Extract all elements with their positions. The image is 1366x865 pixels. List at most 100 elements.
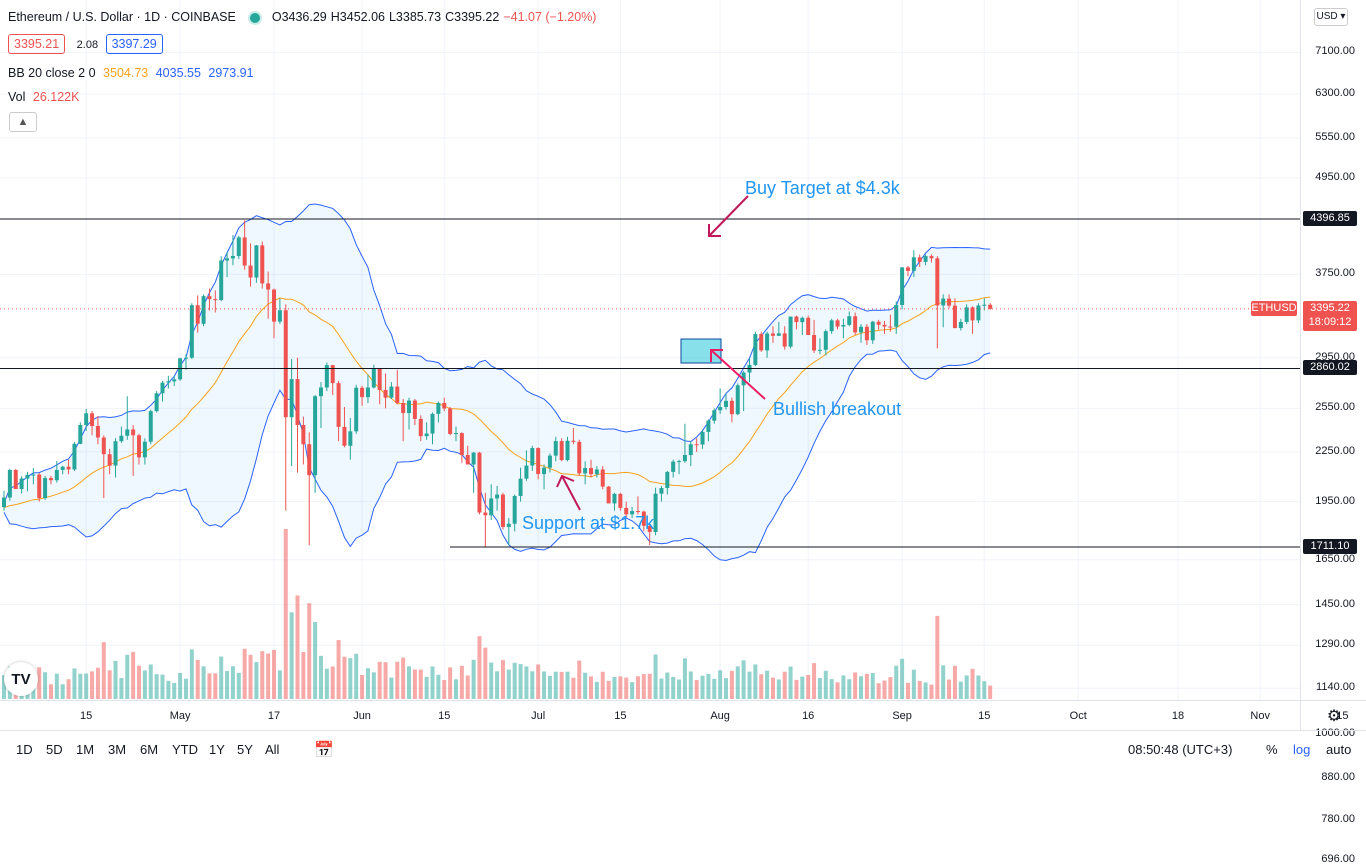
volume-legend[interactable]: Vol 26.122K — [8, 90, 83, 104]
price-chart[interactable] — [0, 0, 1300, 700]
range-1m-button[interactable]: 1M — [76, 742, 95, 757]
candle-body — [900, 267, 905, 306]
candle-body — [283, 310, 288, 418]
volume-bar — [412, 669, 417, 699]
volume-bar — [571, 677, 576, 699]
candle-body — [577, 441, 582, 474]
time-tick-label: Aug — [710, 710, 730, 722]
candle-body — [266, 283, 271, 290]
candle-body — [148, 411, 153, 442]
candle-body — [160, 382, 165, 394]
bid-ask-legend: 3395.21 2.08 3397.29 — [8, 34, 167, 54]
candle-body — [60, 466, 65, 470]
volume-bar — [647, 673, 652, 699]
chevron-up-icon: ▲ — [17, 116, 29, 128]
volume-bar — [448, 667, 453, 699]
volume-bar — [489, 662, 494, 699]
candle-body — [189, 305, 194, 358]
range-5d-button[interactable]: 5D — [46, 742, 63, 757]
log-scale-toggle[interactable]: log — [1293, 742, 1311, 757]
candle-body — [888, 326, 893, 328]
volume-bar — [407, 666, 412, 699]
candle-body — [95, 425, 100, 438]
bollinger-legend[interactable]: BB 20 close 2 0 3504.73 4035.55 2973.91 — [8, 66, 258, 80]
time-tick-label: 15 — [978, 710, 991, 722]
vol-label: Vol — [8, 90, 26, 104]
candle-body — [518, 478, 523, 496]
date-range-icon[interactable]: 📅 — [314, 742, 334, 759]
candle-body — [295, 379, 300, 425]
last-price-label: 3395.22 18:09:12 — [1303, 300, 1357, 331]
level-price-label: 1711.10 — [1303, 539, 1357, 555]
candle-body — [336, 383, 341, 427]
candle-body — [823, 331, 828, 350]
volume-bar — [641, 674, 646, 699]
volume-bar — [137, 665, 142, 699]
currency-select[interactable]: USD ▾ — [1314, 8, 1348, 26]
volume-bar — [900, 658, 905, 699]
volume-bar — [958, 681, 963, 699]
auto-scale-toggle[interactable]: auto — [1326, 742, 1352, 757]
volume-bar — [694, 680, 699, 699]
volume-bar — [395, 661, 400, 699]
volume-bar — [453, 679, 458, 699]
volume-bar — [776, 679, 781, 699]
candle-body — [195, 305, 200, 324]
candle-body — [260, 245, 265, 284]
candle-body — [354, 387, 359, 432]
support-arrow — [561, 475, 581, 511]
volume-bar — [43, 672, 48, 699]
volume-bar — [747, 671, 752, 699]
tradingview-logo-icon[interactable]: TV — [4, 662, 38, 696]
range-6m-button[interactable]: 6M — [140, 742, 159, 757]
volume-bar — [401, 657, 406, 699]
clock-display[interactable]: 08:50:48 (UTC+3) — [1128, 742, 1233, 757]
open-value: O3436.29 — [271, 10, 327, 24]
sell-price-button[interactable]: 3395.21 — [8, 34, 66, 54]
candle-body — [2, 497, 6, 508]
volume-bar — [324, 668, 329, 699]
candle-body — [624, 507, 629, 515]
range-all-button[interactable]: All — [265, 742, 280, 757]
volume-bar — [806, 674, 811, 699]
price-axis[interactable]: 7100.00 6300.00 5550.00 4950.00 3750.00 2950.… — [1300, 0, 1366, 865]
settings-button[interactable]: ⚙ — [1300, 700, 1366, 731]
collapse-legend-button[interactable]: ▲ — [9, 112, 37, 132]
volume-bar — [336, 640, 341, 699]
candle-body — [976, 305, 981, 321]
range-1y-button[interactable]: 1Y — [209, 742, 225, 757]
range-1d-button[interactable]: 1D — [16, 742, 33, 757]
time-axis[interactable]: 15 May 17 Jun 15 Jul 15 Aug 16 Sep 15 Oct 18 Nov 15 — [0, 700, 1348, 731]
volume-bar — [988, 685, 993, 699]
candle-body — [553, 441, 558, 456]
price-tick-label: 1450.00 — [1315, 597, 1355, 610]
price-tick-label: 3750.00 — [1315, 267, 1355, 280]
candle-body — [495, 494, 500, 499]
candle-body — [313, 396, 318, 476]
volume-bar — [759, 674, 764, 699]
range-ytd-button[interactable]: YTD — [172, 742, 198, 757]
buy-price-button[interactable]: 3397.29 — [105, 34, 163, 54]
low-value: L3385.73 — [388, 10, 442, 24]
horizontal-levels — [0, 218, 1300, 548]
volume-bar — [471, 659, 476, 699]
candle-body — [618, 493, 623, 508]
candle-body — [318, 387, 323, 397]
buy-target-arrow — [708, 195, 749, 237]
range-3m-button[interactable]: 3M — [108, 742, 127, 757]
percent-scale-toggle[interactable]: % — [1266, 742, 1278, 757]
candle-body — [348, 431, 353, 446]
candle-body — [635, 511, 640, 513]
candle-body — [559, 441, 564, 461]
candle-body — [594, 469, 599, 475]
range-5y-button[interactable]: 5Y — [237, 742, 253, 757]
candle-body — [213, 299, 218, 301]
candle-body — [982, 304, 987, 306]
volume-bar — [477, 636, 482, 699]
volume-bar — [753, 664, 758, 699]
candle-body — [665, 471, 670, 488]
volume-bar — [342, 656, 347, 699]
volume-bar — [430, 666, 435, 699]
candle-body — [512, 495, 517, 524]
candle-body — [113, 441, 118, 466]
